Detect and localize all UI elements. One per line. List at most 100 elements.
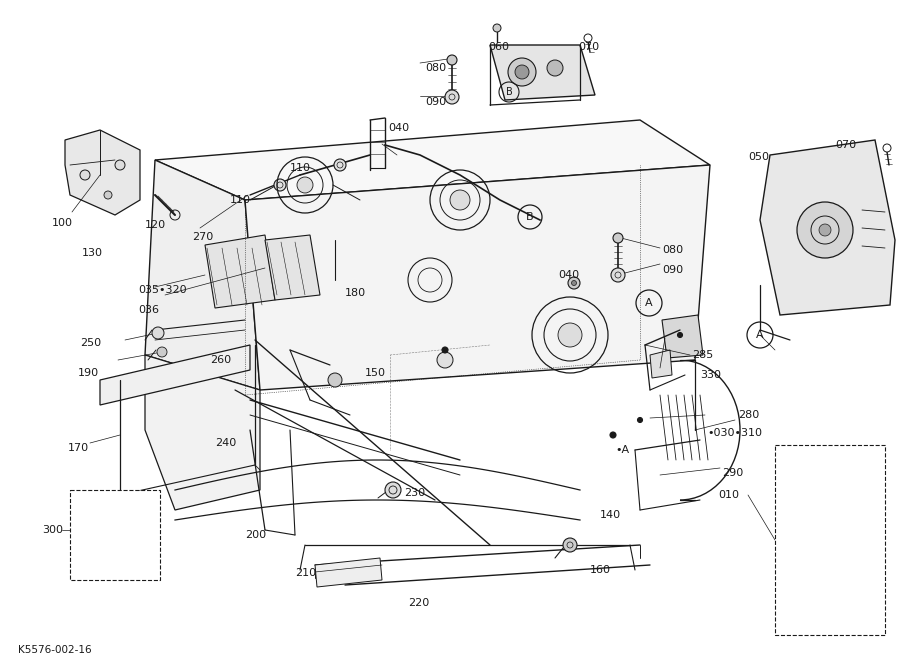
Text: 090: 090	[425, 97, 446, 107]
Polygon shape	[760, 140, 895, 315]
Text: 180: 180	[345, 288, 366, 298]
Polygon shape	[662, 315, 703, 358]
Text: 300: 300	[42, 525, 63, 535]
Text: 050: 050	[748, 152, 769, 162]
Text: 040: 040	[388, 123, 409, 133]
Circle shape	[784, 477, 790, 483]
Polygon shape	[490, 45, 595, 100]
Circle shape	[584, 34, 592, 42]
Polygon shape	[155, 120, 710, 200]
Text: 060: 060	[488, 42, 509, 52]
Circle shape	[107, 527, 113, 533]
Polygon shape	[145, 355, 260, 510]
Text: 036: 036	[138, 305, 159, 315]
Polygon shape	[245, 165, 710, 390]
Circle shape	[638, 418, 642, 422]
Text: A: A	[756, 330, 764, 340]
Circle shape	[568, 277, 580, 289]
Text: 330: 330	[700, 370, 721, 380]
Circle shape	[152, 327, 164, 339]
Text: 130: 130	[82, 248, 103, 258]
Circle shape	[784, 527, 790, 533]
Text: A: A	[645, 298, 652, 308]
Circle shape	[611, 268, 625, 282]
Polygon shape	[650, 350, 672, 378]
Circle shape	[613, 233, 623, 243]
Circle shape	[385, 482, 401, 498]
Text: 070: 070	[578, 42, 599, 52]
Circle shape	[274, 179, 286, 191]
Circle shape	[784, 567, 790, 573]
Text: 190: 190	[78, 368, 99, 378]
Circle shape	[819, 224, 831, 236]
Text: 150: 150	[365, 368, 386, 378]
Text: 270: 270	[783, 620, 804, 630]
Circle shape	[493, 24, 501, 32]
Circle shape	[508, 58, 536, 86]
Circle shape	[677, 333, 683, 338]
Text: 035•320: 035•320	[138, 285, 187, 295]
Text: 030: 030	[845, 453, 866, 463]
Circle shape	[157, 347, 167, 357]
Text: 036: 036	[845, 500, 866, 510]
Text: 140: 140	[600, 510, 621, 520]
Text: 110: 110	[290, 163, 311, 173]
Circle shape	[447, 55, 457, 65]
Text: 160: 160	[590, 565, 611, 575]
Text: 220: 220	[408, 598, 429, 608]
Text: 280: 280	[738, 410, 759, 420]
Text: 080: 080	[425, 63, 446, 73]
Text: B: B	[505, 87, 513, 97]
Text: 310: 310	[90, 498, 111, 508]
Text: 120: 120	[145, 220, 166, 230]
Circle shape	[572, 281, 576, 285]
Text: 210: 210	[295, 568, 316, 578]
Text: 090: 090	[662, 265, 683, 275]
Circle shape	[334, 159, 346, 171]
Text: •A: •A	[615, 445, 630, 455]
Polygon shape	[65, 130, 140, 215]
Circle shape	[784, 604, 790, 610]
Text: 100: 100	[52, 218, 73, 228]
Text: 250: 250	[80, 338, 101, 348]
Text: 080: 080	[662, 245, 683, 255]
Circle shape	[442, 347, 448, 353]
Text: A: A	[783, 453, 790, 463]
Text: 230: 230	[404, 488, 425, 498]
Circle shape	[515, 65, 529, 79]
Circle shape	[610, 432, 616, 438]
Circle shape	[450, 190, 470, 210]
Circle shape	[558, 323, 582, 347]
Text: •030•310: •030•310	[707, 428, 762, 438]
Polygon shape	[145, 160, 260, 390]
Text: 040: 040	[558, 270, 579, 280]
Text: 260: 260	[210, 355, 231, 365]
Text: 270: 270	[192, 232, 213, 242]
Text: 170: 170	[68, 443, 89, 453]
Text: B: B	[527, 212, 534, 222]
Text: 110: 110	[230, 195, 251, 205]
Text: 320: 320	[90, 548, 111, 558]
Circle shape	[547, 60, 563, 76]
Text: 200: 200	[245, 530, 267, 540]
Text: 285: 285	[692, 350, 713, 360]
Circle shape	[328, 373, 342, 387]
Text: K5576-002-16: K5576-002-16	[18, 645, 92, 655]
Text: 010: 010	[718, 490, 739, 500]
Text: 070: 070	[835, 140, 857, 150]
Text: {: {	[827, 483, 839, 502]
Circle shape	[883, 144, 891, 152]
Polygon shape	[100, 345, 250, 405]
Polygon shape	[315, 558, 382, 587]
Text: 290: 290	[722, 468, 743, 478]
Circle shape	[797, 202, 853, 258]
Text: 040: 040	[783, 543, 804, 553]
Polygon shape	[265, 235, 320, 300]
Circle shape	[115, 160, 125, 170]
Polygon shape	[205, 235, 275, 308]
Circle shape	[80, 170, 90, 180]
Circle shape	[445, 90, 459, 104]
Circle shape	[563, 538, 577, 552]
Text: 260: 260	[783, 583, 804, 593]
Circle shape	[437, 352, 453, 368]
